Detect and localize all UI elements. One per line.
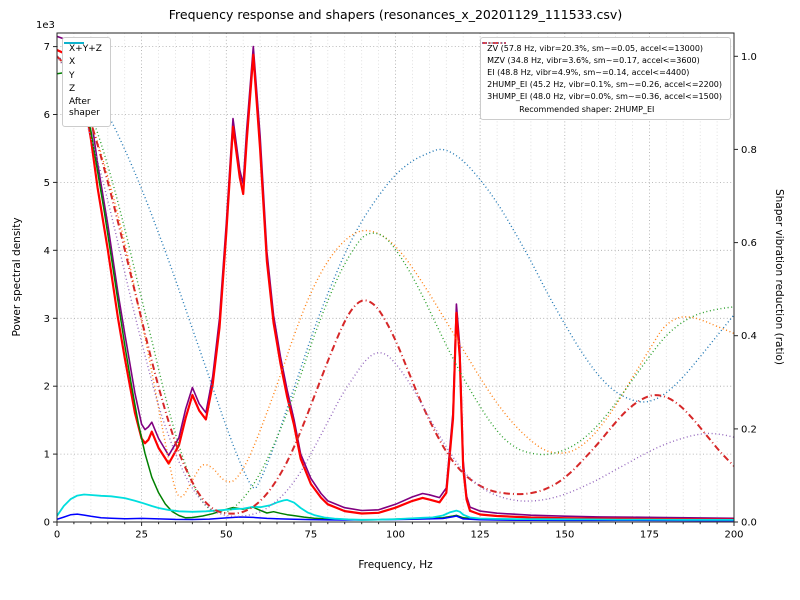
legend-item: MZV (34.8 Hz, vibr=3.6%, sm~=0.17, accel…	[482, 42, 722, 66]
x-tick-label: 125	[471, 530, 490, 541]
legend-item: After shaper	[64, 42, 102, 120]
legend-item-label: 3HUMP_EI (48.0 Hz, vibr=0.0%, sm~=0.36, …	[487, 92, 722, 101]
data-series	[57, 35, 734, 522]
legend-item: X	[64, 42, 102, 68]
legend-item-label: EI (48.8 Hz, vibr=4.9%, sm~=0.14, accel<…	[487, 68, 690, 77]
y-right-tick-label: 0.6	[741, 238, 757, 249]
series-after-shaper	[57, 493, 734, 521]
series-zv	[57, 55, 734, 489]
legend-item: Z	[64, 42, 102, 95]
x-tick-label: 0	[54, 530, 60, 541]
y-right-tick-label: 0.0	[741, 518, 757, 529]
x-axis-label: Frequency, Hz	[358, 559, 433, 571]
legend-item-label: X+Y+Z	[69, 44, 102, 54]
chart-title: Frequency response and shapers (resonanc…	[168, 7, 623, 22]
y-left-tick-label: 1	[44, 450, 50, 461]
legend-item: 3HUMP_EI (48.0 Hz, vibr=0.0%, sm~=0.36, …	[482, 42, 722, 102]
y-left-tick-label: 0	[44, 518, 50, 529]
series-2hump-ei	[57, 55, 734, 515]
series-ei	[57, 55, 734, 514]
x-tick-label: 25	[135, 530, 148, 541]
legend-item: 2HUMP_EI (45.2 Hz, vibr=0.1%, sm~=0.26, …	[482, 42, 722, 90]
legend-item-label: MZV (34.8 Hz, vibr=3.6%, sm~=0.17, accel…	[487, 56, 700, 65]
x-tick-label: 150	[555, 530, 574, 541]
legend-recommended-shaper: Recommended shaper: 2HUMP_EI	[519, 105, 655, 114]
y-axis-right-label: Shaper vibration reduction (ratio)	[773, 188, 785, 366]
series-y	[57, 70, 734, 521]
axis-ticks	[53, 46, 738, 526]
series-mzv	[57, 55, 734, 498]
y-right-tick-label: 0.8	[741, 145, 757, 156]
legend-line-sample	[482, 42, 507, 44]
y-left-tick-label: 2	[44, 382, 50, 393]
x-tick-label: 75	[305, 530, 318, 541]
y-left-tick-label: 6	[44, 110, 50, 121]
legend-item-label: 2HUMP_EI (45.2 Hz, vibr=0.1%, sm~=0.26, …	[487, 80, 722, 89]
y-left-tick-label: 7	[44, 42, 50, 53]
legend-item-label: Y	[69, 70, 75, 81]
legend-item: Y	[64, 42, 102, 82]
tick-labels: 0 25 50 75 100 125 150 175 200 0 1 2 3 4 5 6 7 0.0 0.2 0.4 0…	[44, 42, 757, 540]
y-right-tick-label: 0.2	[741, 424, 757, 435]
legend-item-label: ZV (57.8 Hz, vibr=20.3%, sm~=0.05, accel…	[487, 44, 704, 53]
y-right-tick-label: 1.0	[741, 52, 757, 63]
legend-item: ZV (57.8 Hz, vibr=20.3%, sm~=0.05, accel…	[482, 42, 722, 54]
x-tick-label: 200	[724, 530, 743, 541]
y-left-tick-label: 4	[44, 246, 50, 257]
y-axis-left-label: Power spectral density	[11, 217, 23, 337]
y-right-tick-label: 0.4	[741, 331, 757, 342]
legend-item: EI (48.8 Hz, vibr=4.9%, sm~=0.14, accel<…	[482, 42, 722, 78]
y-axis-offset-label: 1e3	[36, 20, 55, 31]
series-z	[57, 513, 734, 522]
legend-item-label: Z	[69, 83, 76, 94]
legend-psd: X+Y+Z X Y Z After shaper	[62, 37, 111, 127]
legend-shapers: ZV (57.8 Hz, vibr=20.3%, sm~=0.05, accel…	[480, 37, 731, 120]
y-left-tick-label: 3	[44, 314, 50, 325]
y-left-tick-label: 5	[44, 178, 50, 189]
legend-line-sample	[64, 42, 84, 44]
legend-item-label: X	[69, 57, 76, 68]
legend-item-label: After shaper	[69, 97, 100, 119]
x-tick-label: 50	[220, 530, 233, 541]
x-tick-label: 175	[640, 530, 659, 541]
x-tick-label: 100	[386, 530, 405, 541]
